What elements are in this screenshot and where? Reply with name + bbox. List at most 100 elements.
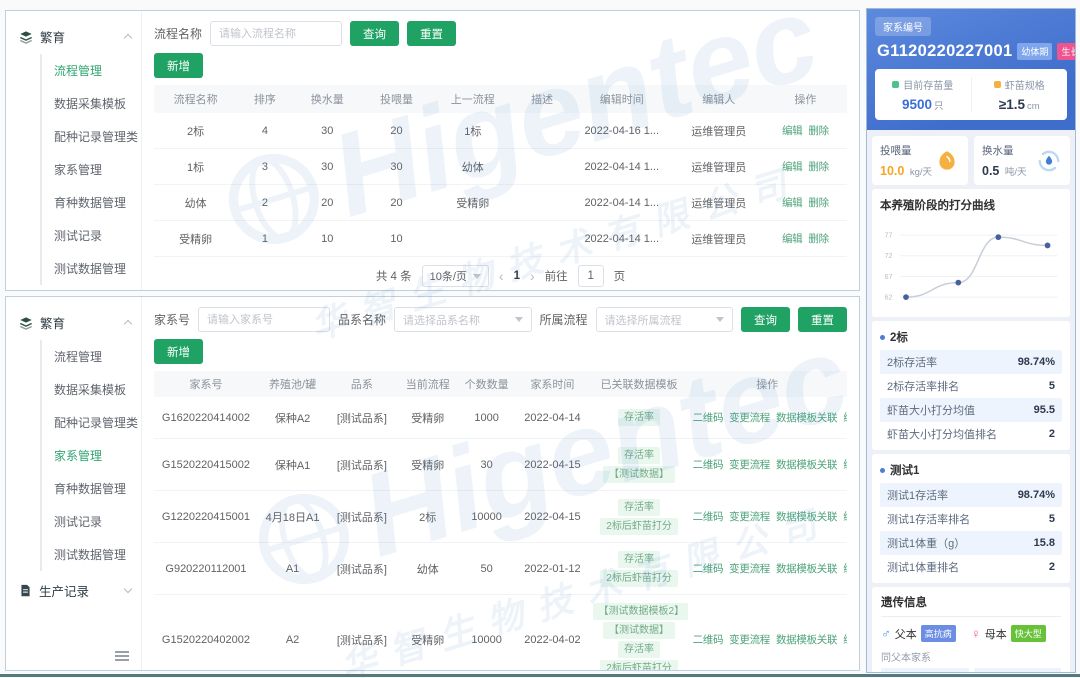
sidebar-group-production[interactable]: 生产记录 [6,573,141,608]
template-badge[interactable]: 存活率 [618,409,661,426]
page-size-select[interactable]: 10条/页 [421,265,489,287]
change-process-link[interactable]: 变更流程 [729,511,770,523]
change-process-link[interactable]: 变更流程 [729,459,770,471]
change-process-link[interactable]: 变更流程 [729,563,770,575]
delete-link[interactable]: 删除 [808,233,829,245]
edit-link[interactable]: 编辑 [843,563,847,575]
strain-select[interactable]: 请选择品系名称 [394,307,532,332]
section-title: 2标 [890,332,908,344]
template-link[interactable]: 数据模板关联 [775,412,838,424]
reset-button[interactable]: 重置 [797,307,847,332]
sidebar-group-breeding[interactable]: 繁育 [6,305,141,340]
cell-templates: 【测试数据模板2】 【测试数据】 存活率 2标后虾苗打分 [591,599,688,670]
stat-label: 虾苗大小打分均值排名 [887,429,997,441]
template-badge[interactable]: 2标后虾苗打分 [600,517,678,535]
stat-label: 2标存活率 [887,357,938,369]
score-curve-card: 本养殖阶段的打分曲线 77 72 67 62 [872,189,1070,317]
sidebar-group-label: 繁育 [40,31,66,45]
sidebar-item-breeding-data[interactable]: 育种数据管理 [54,196,127,210]
stat-row: 测试1存活率 98.74% [880,483,1062,507]
family-search-form: 家系号 品系名称 请选择品系名称 所属流程 请选择所属流程 查询 重置 [154,307,847,332]
add-button[interactable]: 新增 [154,339,203,364]
edit-link[interactable]: 编辑 [843,459,847,471]
col-header: 个数数量 [464,379,509,391]
pagination-total: 共 4 条 [375,271,412,283]
add-button[interactable]: 新增 [154,53,203,78]
feed-card: 投喂量 10.0 kg/天 [872,136,968,185]
template-badge[interactable]: 存活率 [618,498,661,516]
edit-link[interactable]: 编辑 [843,412,847,424]
template-badge[interactable]: 存活率 [618,550,661,568]
sidebar-item-breeding-data[interactable]: 育种数据管理 [54,482,127,496]
feed-label: 投喂量 [880,145,912,157]
sidebar-group-breeding[interactable]: 繁育 [6,19,141,54]
query-button[interactable]: 查询 [740,307,790,332]
cell-process: 2标 [419,511,437,524]
qrcode-link[interactable]: 二维码 [692,563,724,575]
sidebar-item-mating-records[interactable]: 配种记录管理类 [54,416,139,430]
sidebar-item-data-template[interactable]: 数据采集模板 [54,383,127,397]
template-badge[interactable]: 【测试数据模板2】 [592,602,688,620]
edit-link[interactable]: 编辑 [781,161,803,173]
delete-link[interactable]: 删除 [808,161,829,173]
process-select[interactable]: 请选择所属流程 [595,307,733,332]
family-id-input[interactable] [198,307,331,332]
prev-page-button[interactable]: ‹ [498,268,504,284]
query-button[interactable]: 查询 [350,21,400,46]
cell-desc [514,237,569,241]
template-badge[interactable]: 存活率 [618,446,661,464]
qrcode-link[interactable]: 二维码 [692,511,724,523]
table-row: 2标 4 30 20 1标 2022-04-16 1... 运维管理员 编辑 删除 [154,113,847,149]
template-badge[interactable]: 2标后虾苗打分 [600,569,678,587]
family-chip[interactable]: G1120211227001 [881,668,969,672]
delete-link[interactable]: 删除 [808,197,829,209]
edit-link[interactable]: 编辑 [781,125,803,137]
template-link[interactable]: 数据模板关联 [775,634,838,646]
sidebar-item-family-mgmt[interactable]: 家系管理 [54,163,103,177]
edit-link[interactable]: 编辑 [843,634,847,646]
template-link[interactable]: 数据模板关联 [775,511,838,523]
edit-link[interactable]: 编辑 [781,197,803,209]
delete-link[interactable]: 删除 [808,125,829,137]
process-name-input[interactable] [210,21,343,46]
stat-row: 虾苗大小打分均值排名 2 [880,422,1062,446]
reset-button[interactable]: 重置 [407,21,457,46]
template-link[interactable]: 数据模板关联 [775,459,838,471]
sidebar-item-test-records[interactable]: 测试记录 [54,229,103,243]
sidebar-item-test-data[interactable]: 测试数据管理 [54,262,127,276]
qrcode-link[interactable]: 二维码 [692,634,724,646]
cell-family-id: G1520220415002 [161,458,251,471]
stat-value: 2 [1048,561,1055,573]
goto-page-input[interactable]: 1 [577,265,604,287]
template-badge[interactable]: 【测试数据】 [603,621,676,639]
edit-link[interactable]: 编辑 [781,233,803,245]
next-page-button[interactable]: › [530,268,535,284]
template-badge[interactable]: 【测试数据】 [603,465,676,483]
template-badge[interactable]: 2标后虾苗打分 [600,659,678,670]
change-process-link[interactable]: 变更流程 [729,634,770,646]
sidebar-item-test-records[interactable]: 测试记录 [54,515,103,529]
change-process-link[interactable]: 变更流程 [729,412,770,424]
current-page[interactable]: 1 [513,270,520,282]
template-link[interactable]: 数据模板关联 [775,563,838,575]
sidebar-item-test-data[interactable]: 测试数据管理 [54,548,127,562]
sidebar-group-label: 繁育 [40,317,66,331]
col-header: 投喂量 [380,94,414,106]
edit-link[interactable]: 编辑 [843,511,847,523]
window-bottom-edge [0,674,1080,677]
qrcode-link[interactable]: 二维码 [692,412,724,424]
sidebar-item-mating-records[interactable]: 配种记录管理类 [54,130,139,144]
template-badge[interactable]: 存活率 [618,640,661,658]
sidebar-item-process-mgmt[interactable]: 流程管理 [54,350,103,364]
sidebar-item-data-template[interactable]: 数据采集模板 [54,97,127,111]
family-chip[interactable]: G1120211227003 [973,668,1061,672]
qrcode-link[interactable]: 二维码 [692,459,724,471]
stat-label: 测试1体重排名 [887,562,960,574]
sidebar-item-process-mgmt[interactable]: 流程管理 [54,64,103,78]
chevron-down-icon [472,273,481,279]
sidebar-item-family-mgmt[interactable]: 家系管理 [54,449,103,463]
table-row: 1标 3 30 30 幼体 2022-04-14 1... 运维管理员 编辑 删除 [154,149,847,185]
table-row: G1620220414002 保种A2 [测试品系] 受精卵 1000 2022… [154,397,847,439]
sidebar-collapse-icon[interactable] [115,649,129,664]
svg-text:77: 77 [884,231,892,240]
